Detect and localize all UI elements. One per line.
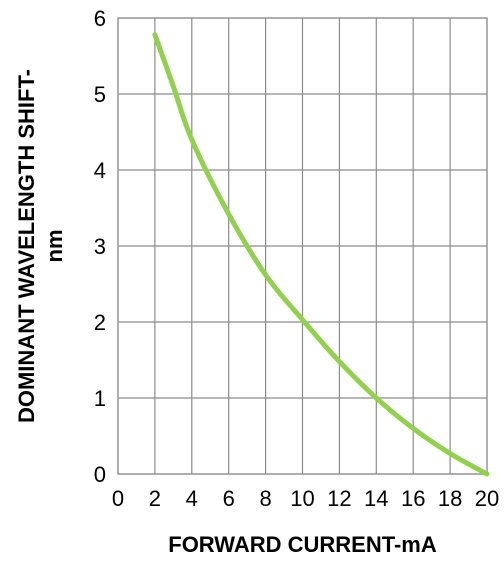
x-tick-label: 14: [364, 486, 388, 511]
x-tick-label: 8: [259, 486, 271, 511]
y-axis-title-line-2: nm: [42, 230, 67, 263]
y-tick-label: 6: [94, 6, 106, 31]
y-tick-label: 3: [94, 234, 106, 259]
x-axis-title: FORWARD CURRENT-mA: [168, 532, 437, 557]
x-tick-label: 10: [290, 486, 314, 511]
y-tick-label: 5: [94, 82, 106, 107]
y-tick-label: 1: [94, 386, 106, 411]
plot-frame: [117, 17, 488, 475]
x-tick-label: 20: [475, 486, 499, 511]
y-axis-title-line-1: DOMINANT WAVELENGTH SHIFT-: [14, 69, 39, 423]
x-tick-label: 4: [186, 486, 198, 511]
series-layer: [152, 32, 490, 477]
x-tick-labels: 0 2 4 6 8 10 12 14 16 18 20: [112, 486, 499, 511]
y-tick-label: 2: [94, 310, 106, 335]
x-tick-label: 0: [112, 486, 124, 511]
y-tick-labels: 0 1 2 3 4 5 6: [94, 6, 106, 487]
x-tick-label: 12: [327, 486, 351, 511]
x-tick-label: 6: [223, 486, 235, 511]
x-tick-label: 2: [149, 486, 161, 511]
y-tick-label: 0: [94, 462, 106, 487]
series-line: [152, 32, 490, 477]
x-tick-label: 18: [438, 486, 462, 511]
y-tick-label: 4: [94, 158, 106, 183]
y-axis-title: DOMINANT WAVELENGTH SHIFT- nm: [14, 69, 67, 423]
x-tick-label: 16: [401, 486, 425, 511]
